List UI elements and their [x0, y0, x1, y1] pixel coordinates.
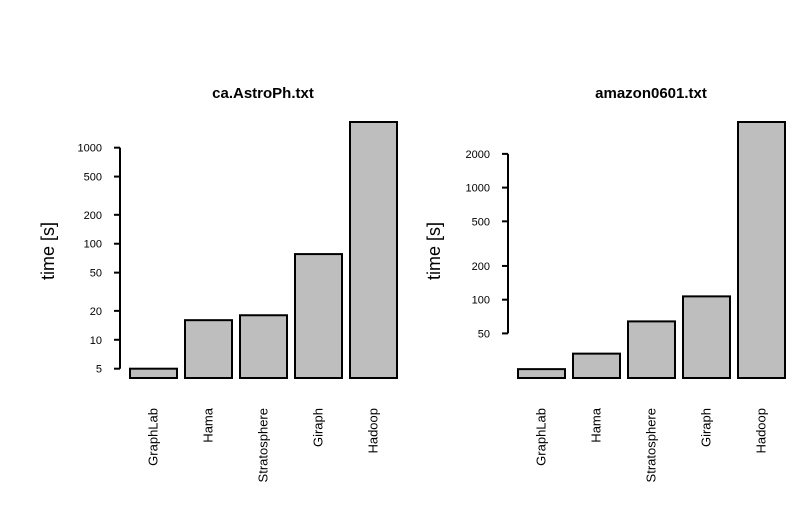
bar-hadoop — [737, 121, 786, 379]
bars — [517, 121, 786, 380]
y-axis-label: time [s] — [38, 222, 58, 280]
x-tick-label: Stratosphere — [256, 408, 271, 482]
y-axis: 50 100 200 500 1000 2000 — [466, 149, 509, 340]
y-tick-label: 500 — [472, 216, 490, 228]
x-tick-label: Giraph — [699, 408, 714, 447]
y-tick-label: 100 — [472, 295, 490, 307]
chart-title: amazon0601.txt — [595, 85, 707, 102]
bar-stratosphere — [239, 314, 288, 379]
x-tick-label: Hama — [589, 407, 604, 442]
y-tick-label: 1000 — [466, 183, 490, 195]
x-category-labels: GraphLab Hama Stratosphere Giraph Hadoop — [534, 407, 769, 482]
bar-giraph — [682, 295, 731, 379]
x-tick-label: Hadoop — [754, 408, 769, 454]
y-tick-label: 20 — [90, 306, 102, 318]
y-tick-label: 500 — [84, 172, 102, 184]
bars — [129, 121, 398, 380]
bar-giraph — [294, 253, 343, 380]
x-tick-label: GraphLab — [534, 408, 549, 466]
bar-graphlab — [517, 368, 566, 379]
x-category-labels: GraphLab Hama Stratosphere Giraph Hadoop — [146, 407, 381, 482]
y-tick-label: 50 — [90, 268, 102, 280]
x-tick-label: Hadoop — [366, 408, 381, 454]
bar-graphlab — [129, 367, 178, 380]
bar-hama — [572, 352, 621, 379]
panel-amazon0601: amazon0601.txt time [s] 50 100 200 500 1000 2… — [424, 85, 786, 482]
y-tick-label: 1000 — [78, 143, 102, 155]
panel-ca-astroph: ca.AstroPh.txt time [s] 5 10 20 50 100 200 500… — [38, 85, 398, 482]
bar-stratosphere — [627, 320, 676, 380]
y-tick-label: 10 — [90, 335, 102, 347]
y-tick-label: 100 — [84, 239, 102, 251]
x-tick-label: Stratosphere — [644, 408, 659, 482]
x-tick-label: Giraph — [311, 408, 326, 447]
bar-hama — [184, 319, 233, 379]
chart-title: ca.AstroPh.txt — [212, 85, 314, 102]
bar-hadoop — [349, 121, 398, 379]
y-axis: 5 10 20 50 100 200 500 1000 — [78, 143, 121, 376]
y-axis-label: time [s] — [424, 222, 444, 280]
y-tick-label: 50 — [478, 328, 490, 340]
y-tick-label: 200 — [472, 261, 490, 273]
y-tick-label: 200 — [84, 210, 102, 222]
x-tick-label: GraphLab — [146, 408, 161, 466]
y-tick-label: 5 — [96, 364, 102, 376]
x-tick-label: Hama — [201, 407, 216, 442]
y-tick-label: 2000 — [466, 149, 490, 161]
